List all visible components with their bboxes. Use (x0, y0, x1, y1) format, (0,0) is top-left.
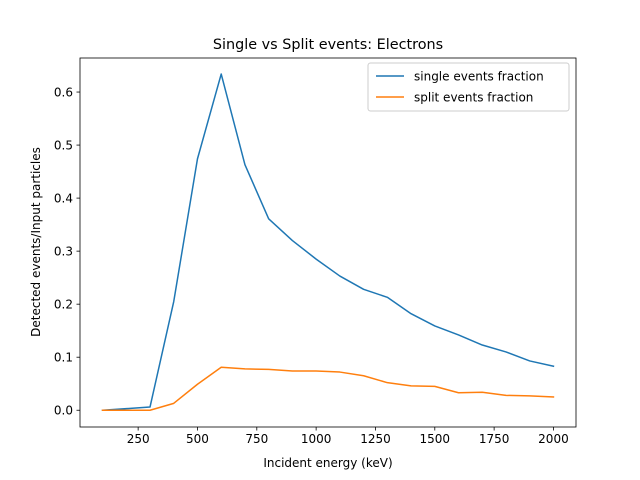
legend: single events fraction split events fract… (367, 62, 570, 112)
x-tick-label: 250 (127, 432, 150, 446)
x-tick-label: 1500 (420, 432, 451, 446)
y-axis-label: Detected events/Input particles (29, 147, 43, 337)
y-tick-label: 0.4 (54, 191, 73, 205)
series-line-1 (101, 73, 555, 412)
x-tick-label: 1000 (301, 432, 332, 446)
legend-box (367, 62, 570, 112)
y-tick-label: 0.6 (54, 85, 73, 99)
legend-label-1: single events fraction (414, 69, 544, 83)
y-tick-label: 0.3 (54, 244, 73, 258)
x-axis-label: Incident energy (keV) (263, 456, 392, 470)
x-tick-label: 1250 (360, 432, 391, 446)
x-tick-label: 1750 (479, 432, 510, 446)
y-tick-label: 0.2 (54, 297, 73, 311)
x-tick-label: 750 (245, 432, 268, 446)
x-tick-label: 2000 (538, 432, 569, 446)
y-tick-label: 0.1 (54, 351, 73, 365)
legend-label-2: split events fraction (414, 90, 533, 104)
y-tick-label: 0.0 (54, 404, 73, 418)
series-line-2 (101, 366, 555, 411)
y-tick-label: 0.5 (54, 138, 73, 152)
chart-title: Single vs Split events: Electrons (213, 37, 443, 53)
x-tick-label: 500 (186, 432, 209, 446)
plot-frame (79, 57, 577, 428)
